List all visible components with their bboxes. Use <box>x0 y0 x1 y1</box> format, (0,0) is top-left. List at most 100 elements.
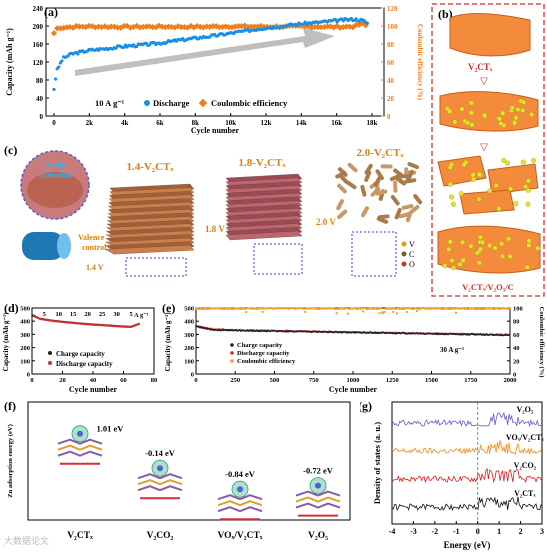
a-xtick-label: 6k <box>156 119 164 127</box>
e-ce-point <box>394 307 397 310</box>
adatom <box>513 115 519 121</box>
adatom <box>512 120 518 126</box>
e-ce-point <box>409 307 412 310</box>
e-ce-point <box>272 307 275 310</box>
nanorod <box>370 187 381 197</box>
nanorod <box>375 189 388 196</box>
d-xtick-label: 20 <box>59 377 66 384</box>
e-ce-point <box>352 307 354 310</box>
e-cap-point <box>508 334 511 337</box>
g-xtick-label: 0 <box>476 527 480 536</box>
e-ce-point <box>419 307 422 310</box>
panel-g-ticks: -4 -3 -2 -1 0 1 2 3 <box>389 521 544 536</box>
e-ce-point <box>217 307 220 310</box>
e-ce-point <box>250 307 253 310</box>
g-xtick-label: -2 <box>432 527 439 536</box>
e-ce-point <box>306 307 309 310</box>
e-ce-point <box>262 307 265 310</box>
e-ce-point <box>449 307 452 310</box>
e-ce-point <box>428 307 431 310</box>
d-rate-label: 5 <box>130 311 134 318</box>
adatom <box>468 100 474 106</box>
e-ce-point <box>346 312 349 315</box>
e-ce-point <box>206 307 209 310</box>
e-ce-point <box>369 307 372 310</box>
e-ce-point <box>249 307 252 310</box>
legend-charge-marker <box>48 351 52 355</box>
e-ce-point <box>393 307 396 310</box>
ce-point <box>178 23 185 31</box>
e-ce-point <box>277 307 280 310</box>
e-ce-point <box>235 307 238 310</box>
nanorod <box>409 205 420 215</box>
e-ce-point <box>331 307 334 310</box>
panel-a-xlabel: Cycle number <box>191 126 240 135</box>
e-ce-point <box>452 307 455 310</box>
panel-e-ylabel: Capacity (mAh g⁻¹) <box>164 312 172 372</box>
insitu-layers <box>27 172 83 208</box>
e-ce-point <box>246 307 249 310</box>
e-ce-point <box>481 307 484 310</box>
f-category-label: V₂CO₂ <box>147 531 174 541</box>
e-ce-point <box>358 307 361 310</box>
panel-a-rate: 10 A g⁻¹ <box>95 98 125 108</box>
panel-f-label: (f) <box>4 399 16 413</box>
e-ce-point <box>478 307 481 310</box>
e-ce-point <box>498 307 501 310</box>
e-ce-point <box>392 310 395 313</box>
panel-e-legend: Charge capacity Discharge capactiy Coulo… <box>230 342 296 365</box>
e-ce-point <box>443 307 446 310</box>
e-ce-point <box>344 307 347 310</box>
e-ce-point <box>275 307 278 310</box>
a-xtick-label: 14k <box>296 119 307 127</box>
e-ce-point <box>308 307 311 310</box>
e-xtick-label: 1250 <box>386 377 399 384</box>
e-ce-point <box>507 307 510 310</box>
e-ce-point <box>501 307 504 310</box>
adatom <box>477 246 483 252</box>
panel-a-yticks: 0 40 80 120 160 200 240 <box>33 5 49 121</box>
e-ce-point <box>220 308 223 311</box>
e-ce-point <box>203 308 206 311</box>
a-ytick-label: 160 <box>33 41 44 49</box>
panel-a-xticks: 0 2k 4k 6k 8k 10k 12k 14k 16k 18k <box>52 113 378 127</box>
trend-arrow <box>75 28 335 76</box>
panel-g-xlabel: Energy (eV) <box>444 540 491 550</box>
e-ce-point <box>343 307 346 310</box>
discharge-point <box>295 23 299 28</box>
panel-c-schematic: (c) In-situ Activation Valence control 1… <box>4 143 423 277</box>
panel-b-composite-label: V₂CTₓ/V₂O₅/C <box>462 282 514 292</box>
e-ce-point <box>324 307 327 310</box>
valence-text-1: Valence <box>78 233 105 242</box>
discharge-point <box>76 52 80 56</box>
e-ce-point <box>350 307 353 310</box>
e-ce-point <box>408 307 411 310</box>
svg-text:O: O <box>409 260 415 269</box>
e-ce-point <box>252 307 255 310</box>
e-ce-point <box>223 307 226 310</box>
e-ce-point <box>448 307 451 310</box>
nanorod <box>407 162 419 170</box>
e-ce-point <box>212 307 215 310</box>
f-slab-layer <box>217 506 263 513</box>
e-ce-point <box>284 307 287 310</box>
e-ce-point <box>256 307 259 310</box>
f-zn-atom <box>157 465 163 472</box>
e-ce-point <box>300 307 303 310</box>
e-ce-point <box>304 310 307 313</box>
adatom <box>468 243 474 249</box>
e-ce-point <box>289 307 292 310</box>
e-ce-point <box>413 307 416 310</box>
e-ce-point <box>377 307 380 310</box>
nanorod <box>364 170 372 182</box>
e-ce-point <box>500 307 503 310</box>
e-ce-point <box>340 307 343 310</box>
battery-cap <box>57 233 71 259</box>
e-ce-point <box>421 307 424 310</box>
e-ce-point <box>495 307 498 310</box>
nanorod <box>376 216 389 224</box>
panel-e-series <box>195 307 511 337</box>
e-ce-point <box>488 307 491 310</box>
e-ce-point <box>221 307 224 310</box>
f-slab-layer <box>57 444 103 451</box>
